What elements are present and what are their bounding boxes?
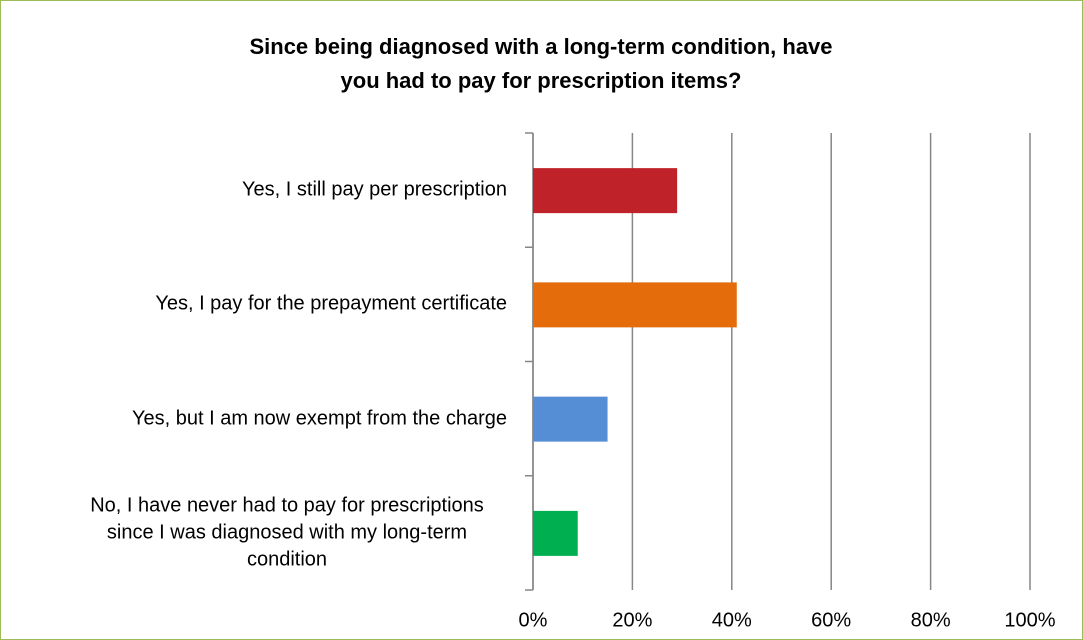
bar [533,282,737,328]
x-tick-label: 80% [911,609,951,631]
y-tick-label: Yes, I still pay per prescription [242,178,507,201]
x-tick-label: 20% [612,609,652,631]
y-tick-label: No, I have never had to pay for prescrip… [90,494,484,571]
chart-title: Since being diagnosed with a long-term c… [249,34,833,93]
x-tick-label: 60% [811,609,851,631]
bar [533,396,608,442]
y-tick-label: Yes, but I am now exempt from the charge [131,407,507,430]
x-tick-label: 100% [1004,609,1055,631]
y-tick-label: Yes, I pay for the prepayment certificat… [155,292,507,315]
x-tick-label: 40% [712,609,752,631]
x-tick-label: 0% [519,609,548,631]
bar [533,168,678,214]
bar [533,510,578,556]
